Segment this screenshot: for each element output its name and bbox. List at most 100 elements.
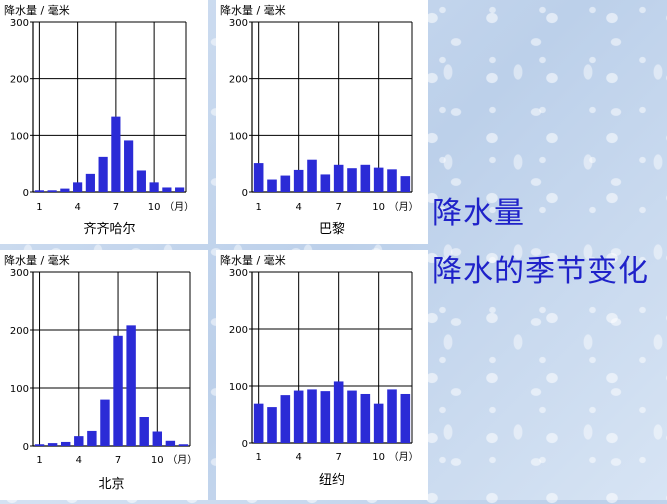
y-axis-label: 降水量 / 毫米 — [220, 3, 286, 17]
bar-month-3 — [60, 441, 71, 446]
bar-month-6 — [100, 399, 110, 446]
bar-month-8 — [347, 390, 357, 443]
x-tick-label: 1 — [255, 202, 261, 213]
bar-month-4 — [74, 436, 84, 446]
chart-beijing: 降水量 / 毫米 0 100 200 300 1 4 7 10 （月） 北京 — [4, 253, 197, 492]
y-tick-label: 0 — [23, 188, 29, 199]
bar-month-12 — [400, 393, 411, 443]
chart-panel-beijing: 降水量 / 毫米 0 100 200 300 1 4 7 10 （月） 北京 — [0, 250, 208, 500]
month-unit-label: （月） — [389, 451, 419, 463]
bar-month-11 — [387, 389, 397, 443]
y-tick-label: 0 — [23, 442, 29, 453]
x-tick-label: 7 — [335, 452, 341, 463]
x-tick-label: 10 — [372, 452, 385, 463]
city-label: 纽约 — [319, 473, 345, 488]
bar-month-9 — [139, 417, 149, 446]
bar-month-8 — [347, 168, 357, 192]
bar-month-5 — [85, 173, 95, 192]
bar-month-10 — [373, 167, 384, 192]
bar-month-5 — [307, 159, 317, 192]
x-tick-label: 7 — [115, 455, 121, 466]
bar-month-10 — [149, 182, 159, 192]
city-label: 巴黎 — [319, 222, 345, 237]
x-tick-label: 4 — [295, 452, 301, 463]
bar-month-12 — [178, 444, 189, 446]
x-tick-label: 7 — [335, 202, 341, 213]
bar-month-7 — [113, 335, 123, 446]
city-label: 齐齐哈尔 — [83, 221, 135, 237]
bar-month-11 — [165, 440, 176, 446]
x-tick-label: 1 — [36, 455, 42, 466]
city-label: 北京 — [98, 477, 124, 492]
y-tick-label: 0 — [242, 188, 248, 199]
bar-month-9 — [136, 170, 146, 192]
x-tick-label: 4 — [295, 202, 301, 213]
x-tick-label: 1 — [255, 452, 261, 463]
heading-seasonal-change: 降水的季节变化 — [432, 254, 649, 289]
bar-month-1 — [34, 444, 45, 446]
bar-month-3 — [60, 188, 70, 192]
bar-month-6 — [98, 156, 108, 192]
y-axis-label: 降水量 / 毫米 — [4, 3, 70, 17]
y-tick-label: 300 — [229, 18, 248, 29]
bar-month-12 — [175, 187, 185, 192]
chart-panel-qiqihar: 降水量 / 毫米 0 100 200 300 1 4 7 10 （月） 齐齐哈尔 — [0, 0, 208, 244]
bar-month-5 — [87, 430, 97, 446]
bar-month-4 — [293, 390, 304, 443]
bar-month-10 — [373, 403, 384, 443]
heading-precipitation: 降水量 — [432, 196, 525, 231]
bar-month-11 — [162, 187, 172, 192]
chart-newyork: 降水量 / 毫米 0 100 200 300 1 4 7 10 （月） 纽约 — [220, 253, 419, 488]
x-tick-label: 10 — [372, 202, 385, 213]
x-tick-label: 10 — [148, 202, 161, 213]
bar-month-3 — [280, 175, 291, 192]
y-tick-label: 300 — [10, 268, 29, 279]
y-tick-label: 300 — [10, 18, 29, 29]
month-unit-label: （月） — [167, 454, 197, 466]
bar-month-9 — [360, 164, 371, 192]
x-tick-label: 7 — [113, 202, 119, 213]
y-tick-label: 0 — [242, 439, 248, 450]
chart-panel-newyork: 降水量 / 毫米 0 100 200 300 1 4 7 10 （月） 纽约 — [216, 250, 428, 500]
y-tick-label: 100 — [10, 131, 29, 142]
bar-month-1 — [253, 163, 264, 192]
x-tick-label: 1 — [36, 202, 42, 213]
bar-month-8 — [124, 140, 134, 192]
bar-month-4 — [293, 169, 304, 192]
bar-month-3 — [280, 395, 291, 443]
bar-month-12 — [400, 176, 411, 192]
bar-month-2 — [47, 443, 58, 446]
x-tick-label: 4 — [76, 455, 82, 466]
y-tick-label: 200 — [229, 75, 248, 86]
bar-month-6 — [320, 174, 331, 192]
y-tick-label: 200 — [10, 75, 29, 86]
month-unit-label: （月） — [164, 201, 194, 213]
bar-month-2 — [267, 179, 277, 192]
y-tick-label: 100 — [229, 382, 248, 393]
bar-month-10 — [152, 431, 163, 446]
y-tick-label: 100 — [229, 131, 248, 142]
bar-month-4 — [73, 182, 83, 192]
y-tick-label: 200 — [10, 326, 29, 337]
y-axis-label: 降水量 / 毫米 — [220, 253, 286, 267]
chart-paris: 降水量 / 毫米 0 100 200 300 1 4 7 10 （月） 巴黎 — [220, 3, 419, 237]
bar-month-7 — [111, 116, 121, 192]
bar-month-9 — [360, 393, 371, 443]
bar-month-2 — [47, 190, 57, 192]
chart-qiqihar: 降水量 / 毫米 0 100 200 300 1 4 7 10 （月） 齐齐哈尔 — [4, 3, 194, 237]
bar-month-8 — [126, 325, 136, 446]
y-tick-label: 200 — [229, 325, 248, 336]
bar-month-1 — [34, 190, 44, 192]
bar-month-2 — [267, 407, 277, 443]
bar-month-1 — [253, 403, 264, 443]
bar-month-7 — [333, 381, 344, 443]
x-tick-label: 4 — [74, 202, 80, 213]
y-tick-label: 100 — [10, 384, 29, 395]
y-axis-label: 降水量 / 毫米 — [4, 253, 70, 267]
month-unit-label: （月） — [389, 201, 419, 213]
bar-month-11 — [387, 169, 397, 192]
bar-month-5 — [307, 389, 317, 443]
bar-month-6 — [320, 391, 331, 443]
y-tick-label: 300 — [229, 268, 248, 279]
chart-panel-paris: 降水量 / 毫米 0 100 200 300 1 4 7 10 （月） 巴黎 — [216, 0, 428, 244]
